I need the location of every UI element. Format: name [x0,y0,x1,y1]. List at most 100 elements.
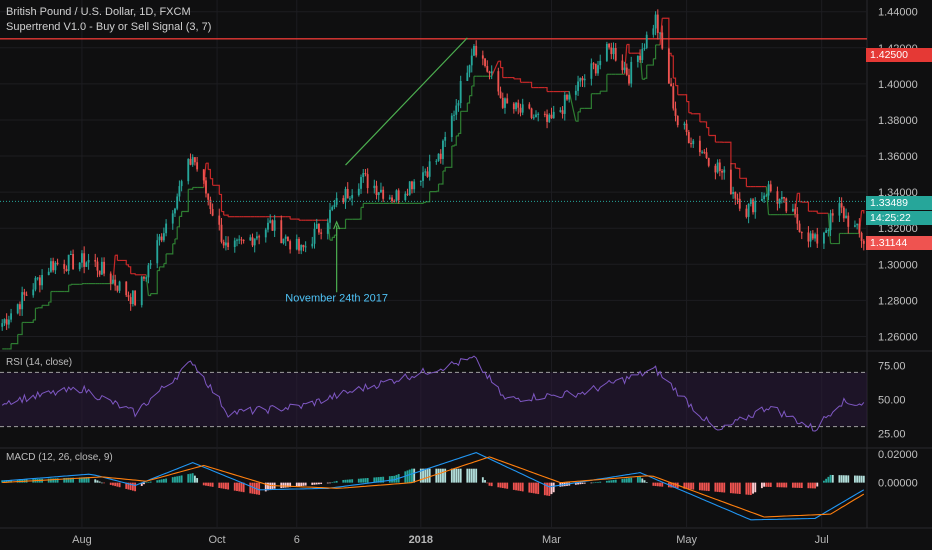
candle-body [344,188,347,203]
macd-bar [661,482,664,487]
macd-bar [796,482,799,488]
candle-body [780,197,783,200]
candle-body [459,80,462,104]
candle-body [65,268,68,272]
macd-bar [295,482,298,487]
candle-body [842,207,845,219]
macd-bar [831,474,834,483]
macd-bar [233,482,236,491]
supertrend-segment [148,293,152,297]
candle-body [444,136,447,141]
candle-body [16,304,19,314]
candle-body [718,162,721,172]
candle-body [196,162,199,170]
macd-bar [490,482,493,487]
supertrend-segment [172,238,176,245]
candle-body [304,246,307,248]
supertrend-segment [42,302,50,306]
macd-bar [227,482,230,490]
candle-body [752,199,754,213]
macd-bar [450,468,453,483]
macd-bar [287,482,289,488]
macd-bar [408,469,411,483]
candle-body [703,151,706,153]
macd-bar [10,479,13,483]
candle-body [800,232,803,234]
supertrend-segment [737,167,741,179]
supertrend-segment [181,189,189,213]
macd-bar [311,482,314,485]
macd-bar [769,482,772,487]
macd-bar [453,468,455,483]
supertrend-segment [600,74,608,92]
candle-body [160,236,163,241]
supertrend-segment [221,210,225,216]
macd-bar [674,482,677,488]
rsi-label: RSI (14, close) [6,357,73,368]
candle-body [599,60,602,66]
candle-body [251,237,254,246]
macd-bar [289,482,292,488]
candle-body [466,72,469,81]
candle-body [734,191,737,199]
candle-body [302,244,305,248]
supertrend-segment [177,216,181,228]
macd-bar [147,482,150,483]
macd-bar [280,482,283,489]
countdown-label: 14:25:22 [866,211,932,225]
macd-bar [594,482,597,483]
supertrend-segment [458,111,462,134]
macd-bar [701,482,704,491]
macd-bar [778,482,781,488]
macd-bar [652,482,655,486]
candle-body [69,254,72,256]
rsi-band-fill [0,372,867,427]
supertrend-segment [128,266,132,274]
candle-body [178,186,181,197]
macd-bar [267,482,269,491]
rsi-tick-label: 50.00 [878,395,906,407]
x-tick-label: Aug [72,534,92,546]
candle-body [796,213,799,224]
candle-body [791,208,794,212]
supertrend-switch [765,186,770,215]
candle-body [375,185,378,196]
candle-body [517,102,520,108]
macd-bar [537,482,540,495]
macd-bar [791,482,794,488]
macd-bar [360,478,362,483]
candle-body [3,319,6,324]
candle-body [41,274,44,286]
supertrend-segment [739,177,747,187]
macd-bar [512,482,515,490]
x-tick-label: 2018 [409,534,433,546]
candle-body [287,236,289,242]
macd-bar [335,480,338,483]
macd-bar [318,482,320,485]
price-tick-label: 1.32000 [878,223,918,235]
macd-bar [574,482,577,485]
macd-bar [140,482,143,486]
candle-body [628,74,630,84]
supertrend-segment [343,219,347,230]
macd-bar [202,482,205,486]
macd-bar [776,482,779,488]
x-tick-label: 6 [294,534,300,546]
candle-body [825,230,828,233]
candle-body [860,232,863,241]
candle-body [597,65,599,74]
macd-bar [156,480,159,483]
macd-bar [847,475,850,483]
supertrend-segment [815,210,818,214]
macd-bar [304,482,307,486]
macd-bar [528,482,531,493]
candle-body [280,220,283,244]
supertrend-segment [33,308,37,321]
candle-body [559,110,562,112]
macd-bar [411,468,413,483]
macd-bar [65,477,68,483]
candle-body [205,180,207,194]
candle-body [532,117,535,119]
candle-body [687,131,690,144]
candle-body [7,319,10,325]
